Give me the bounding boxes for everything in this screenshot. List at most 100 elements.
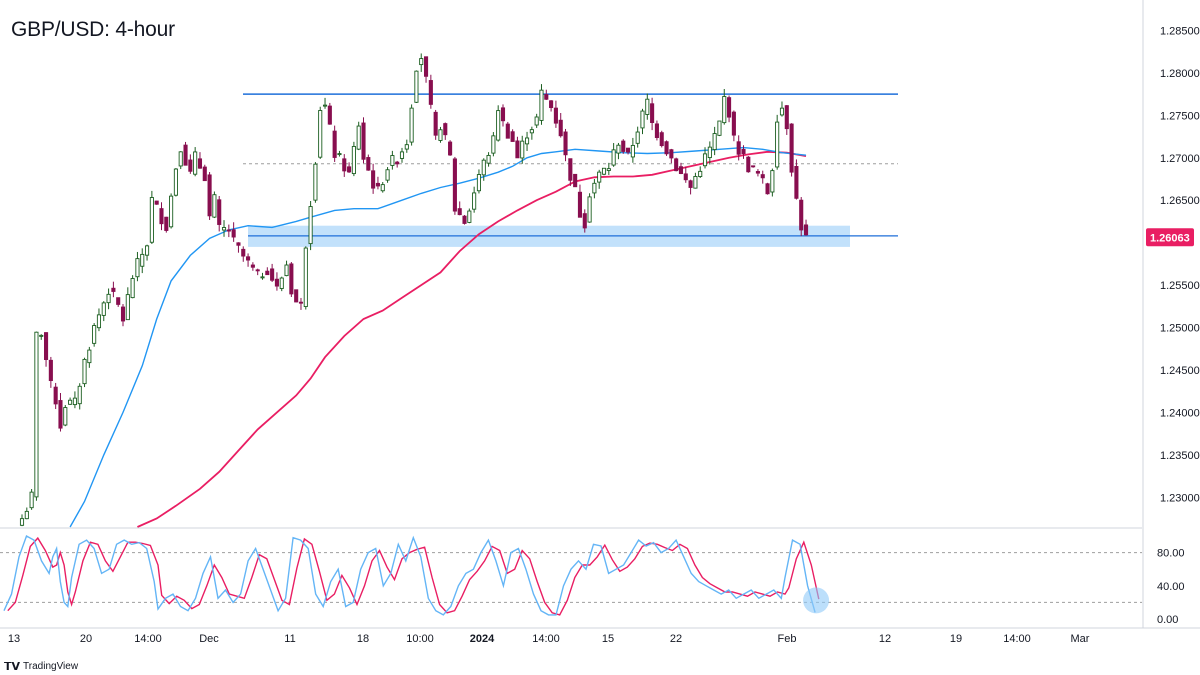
candle-body [486, 154, 491, 164]
candle [140, 248, 145, 274]
candle-body [111, 287, 116, 292]
slow-moving-average-line [137, 150, 807, 528]
candle [428, 74, 433, 109]
candle-body [322, 104, 328, 107]
candle-body [48, 359, 53, 382]
candle [650, 97, 655, 131]
candle [39, 334, 44, 340]
candle-body [457, 208, 462, 216]
candle [385, 167, 390, 183]
candle-body [92, 325, 97, 344]
candle [520, 135, 525, 164]
candle [683, 166, 688, 183]
candle [371, 163, 376, 194]
candle [87, 346, 92, 368]
candle-body [500, 107, 506, 122]
candle [688, 179, 693, 195]
candle-body [751, 165, 756, 168]
candle [654, 120, 659, 141]
candle [347, 162, 352, 173]
candle [645, 93, 650, 120]
candle-body [433, 111, 438, 136]
candle-body [246, 256, 251, 261]
candle [779, 101, 785, 117]
candle [669, 148, 674, 164]
candle-body [260, 276, 265, 279]
candle [659, 130, 664, 148]
candle [731, 110, 736, 142]
candle [423, 56, 429, 83]
candle [568, 158, 573, 186]
candle [597, 169, 602, 189]
candle-body [385, 169, 390, 181]
candle [24, 507, 29, 520]
candle [457, 201, 462, 216]
candle-body [404, 144, 409, 150]
candle-body [395, 161, 400, 165]
candle [515, 136, 520, 159]
candle [549, 100, 554, 112]
candle [727, 95, 732, 123]
candle-body [68, 399, 73, 405]
candle [226, 224, 231, 238]
candle-body [452, 158, 457, 212]
candle [72, 391, 77, 409]
candle-body [193, 151, 198, 175]
candle-body [448, 141, 453, 156]
time-tick-label: 15 [602, 633, 614, 645]
candle-body [101, 302, 106, 316]
candle [760, 170, 765, 184]
candle-body [361, 122, 366, 160]
candle-body [428, 80, 433, 105]
candle-body [765, 183, 770, 195]
candle [693, 172, 698, 189]
chart-title: GBP/USD: 4-hour [11, 18, 175, 41]
candle-body [568, 158, 573, 181]
candle [664, 140, 669, 156]
candle [500, 104, 506, 127]
candle-body [120, 306, 126, 322]
candle [231, 222, 236, 242]
candle-body [409, 107, 414, 143]
candle-body [106, 293, 111, 304]
candle-body [24, 510, 29, 520]
candle-body [799, 199, 804, 231]
candle [332, 125, 337, 162]
candle [265, 267, 270, 276]
candle [135, 251, 140, 282]
candle-body [582, 213, 587, 229]
candle-body [510, 131, 515, 142]
candle [260, 272, 265, 280]
candle [246, 253, 251, 267]
candle-body [366, 157, 371, 171]
candle-body [140, 253, 145, 267]
price-tick-label: 1.26500 [1160, 195, 1200, 207]
candle [106, 288, 111, 310]
candle-body [606, 168, 611, 171]
oversold-highlight-circle [803, 587, 830, 614]
candle [236, 242, 241, 253]
time-tick-label: Feb [778, 633, 797, 645]
candle-body [520, 140, 525, 159]
moving-averages [69, 146, 807, 528]
candle-body [44, 332, 49, 360]
candle [486, 152, 491, 167]
candle [803, 219, 809, 236]
candle-body [529, 129, 534, 134]
candle [380, 181, 385, 193]
candle [63, 405, 68, 427]
candle [563, 128, 568, 162]
candle-body [72, 397, 77, 406]
candle [573, 173, 578, 188]
candle-body [674, 158, 679, 172]
candle-body [337, 153, 342, 156]
candle-body [19, 518, 25, 526]
candle-body [775, 121, 780, 168]
candle-body [621, 140, 626, 152]
candle [698, 166, 703, 179]
candle [611, 143, 616, 167]
candle-body [255, 269, 260, 272]
candle [534, 113, 539, 128]
price-tick-label: 1.27500 [1160, 110, 1200, 122]
